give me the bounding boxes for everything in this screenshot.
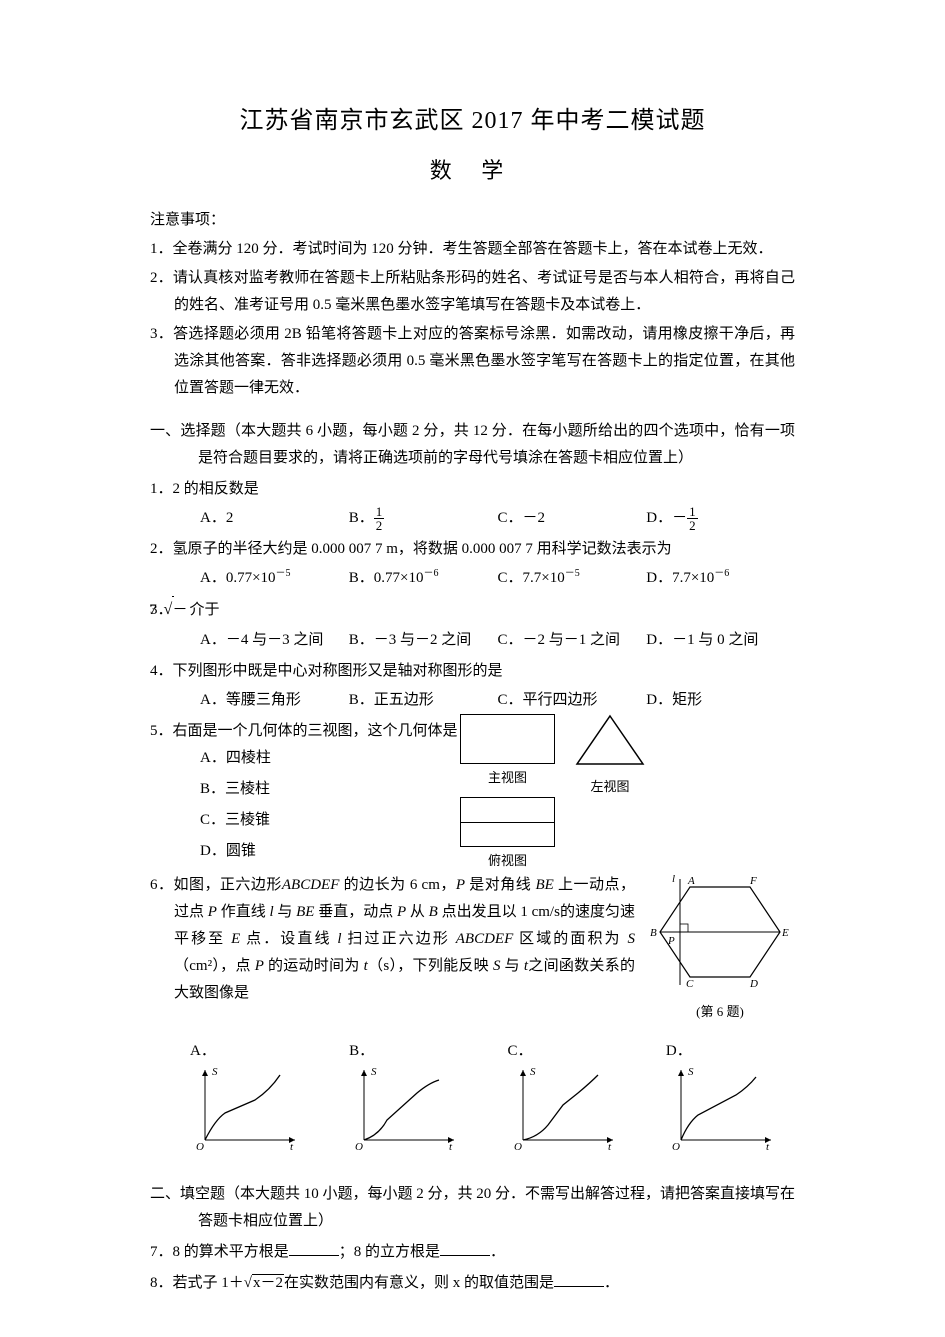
section-1-header: 一、选择题（本大题共 6 小题，每小题 2 分，共 12 分．在每小题所给出的四… [150, 418, 795, 472]
question-1: 1．2 的相反数是 [150, 476, 795, 503]
q3-opt-c: C．－2 与－1 之间 [498, 627, 647, 654]
notice-item-3: 3．答选择题必须用 2B 铅笔将答题卡上对应的答案标号涂黑．如需改动，请用橡皮擦… [150, 321, 795, 402]
question-4-options: A．等腰三角形 B．正五边形 C．平行四边形 D．矩形 [150, 687, 795, 714]
question-3: 3．－7介于 [150, 596, 795, 625]
q6-text: 6．如图，正六边形ABCDEF 的边长为 6 cm，P 是对角线 BE 上一动点… [150, 872, 635, 1007]
q3-opt-b: B．－3 与－2 之间 [349, 627, 498, 654]
svg-text:O: O [672, 1141, 680, 1153]
hexagon-icon: A F E D C B P l [650, 872, 790, 992]
q6-opt-d: D． S t O [666, 1033, 795, 1165]
exam-subject: 数 学 [150, 151, 795, 191]
front-view: 主视图 [460, 714, 555, 789]
blank-7b [440, 1241, 490, 1256]
q5-opt-d: D．圆锥 [200, 838, 460, 865]
svg-text:l: l [672, 873, 675, 885]
q3-opt-a: A．－4 与－3 之间 [200, 627, 349, 654]
graph-c-icon: S t O [508, 1065, 618, 1155]
question-4: 4．下列图形中既是中心对称图形又是轴对称图形的是 [150, 658, 795, 685]
q1-opt-b: B．12 [349, 505, 498, 532]
svg-text:t: t [449, 1141, 453, 1153]
svg-text:S: S [212, 1066, 218, 1078]
section-2-header: 二、填空题（本大题共 10 小题，每小题 2 分，共 20 分．不需写出解答过程… [150, 1181, 795, 1235]
fraction-half-icon: 12 [374, 505, 385, 532]
notice-item-2: 2．请认真核对监考教师在答题卡上所粘贴条形码的姓名、考试证号是否与本人相符合，再… [150, 265, 795, 319]
exam-title: 江苏省南京市玄武区 2017 年中考二模试题 [150, 100, 795, 143]
q6-opt-c: C． S t O [508, 1033, 636, 1165]
sqrt-icon: 7 [188, 596, 190, 625]
graph-b-icon: S t O [349, 1065, 459, 1155]
left-view: 左视图 [575, 714, 645, 799]
svg-text:P: P [667, 935, 675, 947]
q6-opt-a: A． S t O [190, 1033, 319, 1165]
q2-opt-b: B．0.77×10－6 [349, 565, 498, 592]
svg-text:B: B [650, 927, 657, 939]
q4-opt-a: A．等腰三角形 [200, 687, 349, 714]
svg-text:O: O [196, 1141, 204, 1153]
question-1-options: A．2 B．12 C．－2 D．－12 [150, 505, 795, 532]
radicand-8: x－2 [252, 1274, 284, 1291]
svg-text:A: A [687, 875, 695, 887]
q4-opt-c: C．平行四边形 [498, 687, 647, 714]
question-7: 7．8 的算术平方根是；8 的立方根是． [150, 1239, 795, 1266]
q3-opt-d: D．－1 与 0 之间 [646, 627, 795, 654]
svg-text:S: S [688, 1066, 694, 1078]
q6-figure: A F E D C B P l (第 6 题) [645, 872, 795, 1023]
question-3-options: A．－4 与－3 之间 B．－3 与－2 之间 C．－2 与－1 之间 D．－1… [150, 627, 795, 654]
q6-opt-b: B． S t O [349, 1033, 477, 1165]
front-view-label: 主视图 [460, 766, 555, 789]
question-2-options: A．0.77×10－5 B．0.77×10－6 C．7.7×10－5 D．7.7… [150, 565, 795, 592]
q2-opt-c: C．7.7×10－5 [498, 565, 647, 592]
svg-text:t: t [290, 1141, 294, 1153]
svg-text:D: D [749, 978, 758, 990]
fraction-neg-half-icon: 12 [687, 505, 698, 532]
question-5: 5．右面是一个几何体的三视图，这个几何体是 A．四棱柱 B．三棱柱 C．三棱锥 … [150, 714, 795, 873]
svg-text:O: O [514, 1141, 522, 1153]
graph-a-icon: S t O [190, 1065, 300, 1155]
q6-caption: (第 6 题) [645, 1000, 795, 1023]
q5-opt-c: C．三棱锥 [200, 807, 460, 834]
svg-text:S: S [530, 1066, 536, 1078]
q4-opt-b: B．正五边形 [349, 687, 498, 714]
q4-opt-d: D．矩形 [646, 687, 795, 714]
q2-opt-d: D．7.7×10－6 [646, 565, 795, 592]
q1-opt-c: C．－2 [498, 505, 647, 532]
notice-header: 注意事项： [150, 207, 795, 234]
svg-text:t: t [608, 1141, 612, 1153]
q1-opt-a: A．2 [200, 505, 349, 532]
top-view: 俯视图 [460, 797, 555, 872]
svg-text:E: E [781, 927, 789, 939]
svg-text:O: O [355, 1141, 363, 1153]
notice-item-1: 1．全卷满分 120 分．考试时间为 120 分钟．考生答题全部答在答题卡上，答… [150, 236, 795, 263]
q5-text: 5．右面是一个几何体的三视图，这个几何体是 [150, 718, 460, 745]
q2-opt-a: A．0.77×10－5 [200, 565, 349, 592]
q5-opt-b: B．三棱柱 [200, 776, 460, 803]
svg-text:S: S [371, 1066, 377, 1078]
blank-7a [289, 1241, 339, 1256]
question-8: 8．若式子 1＋√x－2在实数范围内有意义，则 x 的取值范围是． [150, 1270, 795, 1297]
question-6: 6．如图，正六边形ABCDEF 的边长为 6 cm，P 是对角线 BE 上一动点… [150, 872, 795, 1023]
left-view-label: 左视图 [575, 775, 645, 798]
graph-d-icon: S t O [666, 1065, 776, 1155]
blank-8 [554, 1272, 604, 1287]
triangle-icon [575, 714, 645, 768]
q1-opt-d: D．－12 [646, 505, 795, 532]
top-view-label: 俯视图 [460, 849, 555, 872]
svg-text:C: C [686, 978, 694, 990]
svg-text:F: F [749, 875, 757, 887]
svg-text:t: t [766, 1141, 770, 1153]
question-6-options: A． S t O B． S t O C． [150, 1033, 795, 1165]
q5-opt-a: A．四棱柱 [200, 745, 460, 772]
question-2: 2．氢原子的半径大约是 0.000 007 7 m，将数据 0.000 007 … [150, 536, 795, 563]
